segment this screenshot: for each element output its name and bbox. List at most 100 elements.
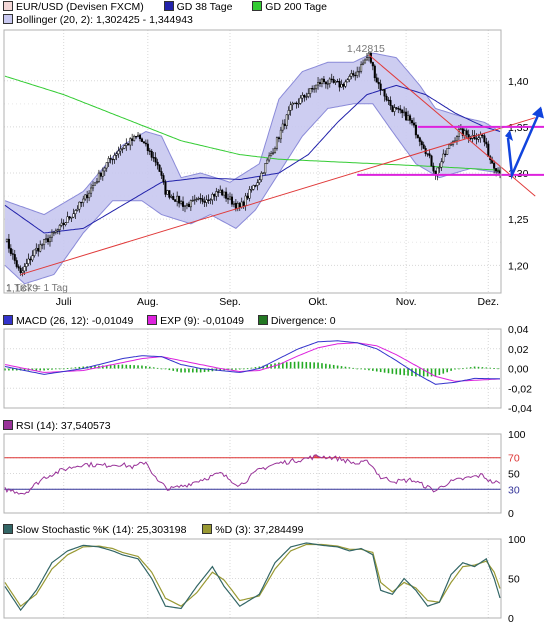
candle-body: [277, 137, 280, 140]
candle-body: [137, 134, 140, 137]
candle-body: [174, 199, 177, 202]
candle-body: [405, 111, 408, 121]
candle-body: [352, 73, 355, 76]
candle-body: [495, 168, 498, 172]
candle-body: [183, 205, 187, 207]
candle-body: [438, 166, 441, 169]
candle-body: [109, 158, 112, 160]
macd-y-tick: 0,04: [508, 324, 529, 336]
divergence-bar: [262, 365, 265, 369]
candle-body: [219, 189, 222, 193]
candle-body: [354, 74, 357, 77]
candle-body: [148, 150, 151, 152]
candle-body: [248, 189, 251, 199]
candle-body: [37, 247, 40, 252]
candle-body: [483, 135, 486, 143]
candle-body: [428, 153, 431, 157]
divergence-bar: [340, 366, 343, 369]
candle-body: [76, 208, 79, 211]
divergence-bar: [55, 368, 57, 370]
macd-y-tick: 0,00: [508, 364, 529, 376]
candle-body: [66, 216, 69, 223]
candle-body: [48, 236, 52, 243]
candle-body: [246, 195, 249, 199]
divergence-bar: [458, 368, 460, 370]
divergence-bar: [102, 365, 104, 369]
candle-body: [142, 141, 145, 144]
candle-body: [273, 147, 277, 154]
divergence-bar: [301, 361, 304, 369]
divergence-bar: [415, 368, 417, 377]
candle-body: [268, 155, 271, 161]
candle-body: [420, 141, 423, 146]
candle-body: [72, 213, 75, 218]
divergence-bar: [8, 368, 10, 371]
divergence-bar: [328, 364, 331, 369]
candle-body: [283, 123, 286, 126]
divergence-bar: [231, 368, 233, 370]
gd200-swatch: [252, 1, 263, 11]
exp-line: [4, 342, 501, 382]
candle-body: [416, 134, 419, 138]
candle-body: [119, 148, 122, 152]
divergence-bar: [407, 368, 409, 376]
rsi-chart: 100 70 50 30 0: [3, 429, 526, 520]
divergence-bar: [372, 368, 374, 371]
macd-panel: MACD (26, 12): -0,01049 EXP (9): -0,0104…: [0, 311, 545, 416]
candle-body: [180, 201, 183, 204]
divergence-bar: [418, 368, 421, 377]
candle-body: [191, 199, 194, 202]
candle-body: [497, 170, 500, 172]
stoch-k-swatch: [3, 524, 13, 534]
macd-line: [4, 340, 501, 385]
candle-body: [365, 57, 368, 61]
divergence-bar: [313, 362, 315, 369]
divergence-bar: [160, 368, 163, 370]
divergence-bar: [31, 368, 34, 371]
stoch-y-tick: 50: [508, 574, 520, 586]
candle-body: [193, 199, 196, 201]
candle-body: [401, 109, 404, 114]
candle-body: [150, 150, 153, 158]
rsi-y-tick: 0: [508, 508, 514, 520]
candle-body: [377, 81, 380, 85]
candle-body: [135, 135, 138, 138]
candle-body: [348, 76, 351, 81]
candle-body: [446, 148, 449, 155]
candle-body: [432, 165, 435, 172]
candle-body: [463, 130, 466, 136]
divergence-bar: [156, 367, 159, 369]
candle-body: [358, 70, 361, 73]
divergence-bar: [434, 368, 437, 377]
high-label: 1,42815: [347, 43, 385, 55]
candle-body: [395, 107, 398, 109]
candle-body: [5, 238, 8, 242]
divergence-bar: [430, 368, 433, 377]
divergence-bar: [58, 368, 61, 370]
candle-body: [481, 134, 484, 137]
candle-body: [170, 196, 173, 198]
candle-body: [317, 82, 320, 86]
candle-body: [127, 143, 130, 146]
divergence-bar: [422, 368, 425, 377]
candle-body: [407, 115, 410, 121]
divergence-bar: [375, 368, 378, 372]
candle-body: [305, 96, 308, 98]
candle-body: [84, 194, 87, 200]
candle-body: [387, 99, 390, 102]
candle-body: [115, 153, 118, 156]
candle-body: [29, 258, 32, 261]
candle-body: [338, 81, 341, 88]
candle-body: [201, 198, 204, 202]
divergence-bar: [497, 368, 499, 370]
candle-body: [88, 192, 91, 199]
divergence-bar: [289, 361, 292, 369]
divergence-bar: [364, 368, 366, 370]
divergence-bar: [133, 365, 135, 369]
macd-swatch: [3, 315, 13, 325]
candle-body: [223, 191, 226, 196]
candle-body: [144, 142, 147, 145]
divergence-bar: [121, 364, 124, 369]
candle-body: [315, 84, 318, 90]
stoch-y-tick: 0: [508, 613, 514, 625]
